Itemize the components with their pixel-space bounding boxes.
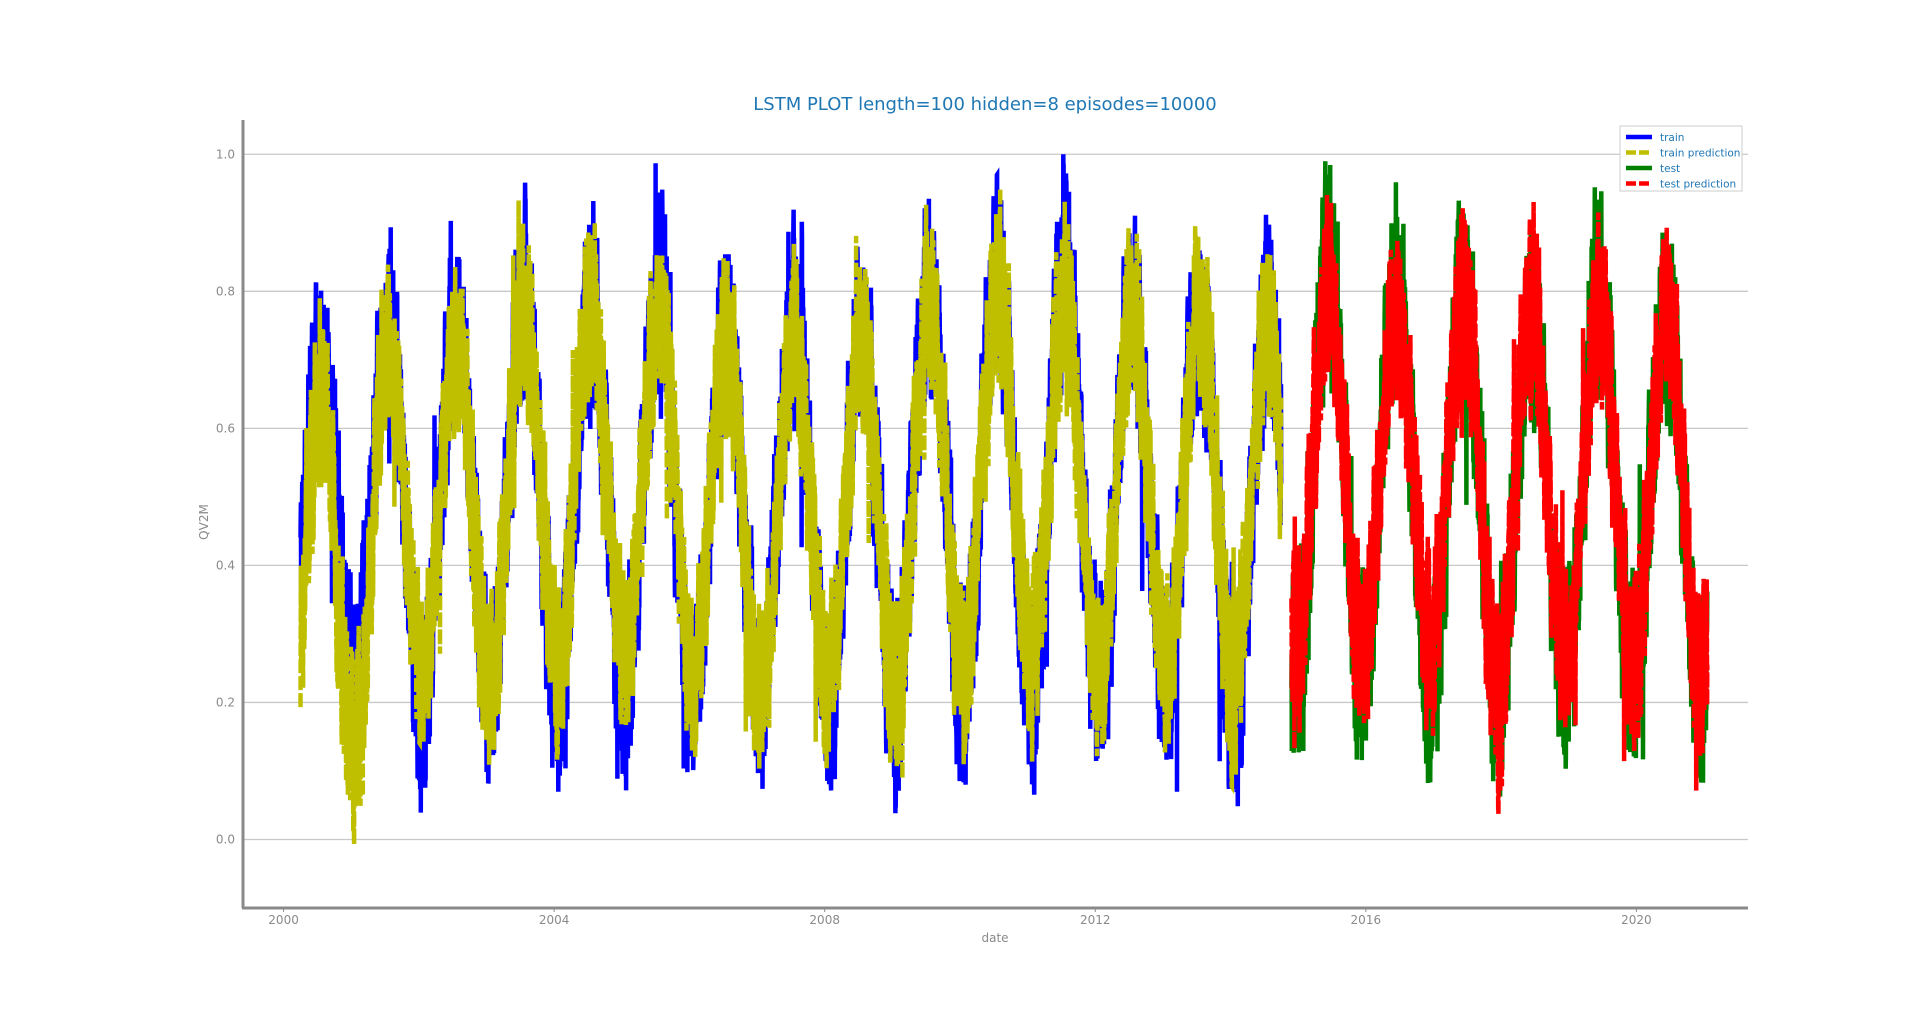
y-tick-label: 0.2 bbox=[216, 695, 235, 709]
x-tick-label: 2020 bbox=[1621, 913, 1652, 927]
x-tick-label: 2012 bbox=[1080, 913, 1111, 927]
x-tick-label: 2004 bbox=[539, 913, 570, 927]
legend: train train prediction test test prediction bbox=[1619, 125, 1743, 192]
x-tick-label: 2000 bbox=[268, 913, 299, 927]
x-tick-label: 2016 bbox=[1351, 913, 1382, 927]
axes bbox=[241, 120, 1748, 910]
y-axis-label: QV2M bbox=[197, 504, 211, 540]
legend-label: test bbox=[1660, 163, 1680, 175]
y-tick-label: 0.4 bbox=[216, 558, 235, 572]
x-axis-label: date bbox=[981, 931, 1008, 945]
y-tick-label: 0.0 bbox=[216, 832, 235, 846]
x-tick-label: 2008 bbox=[809, 913, 840, 927]
series-line-train-prediction bbox=[298, 188, 1284, 845]
series-layer bbox=[298, 154, 1710, 845]
legend-label: test prediction bbox=[1660, 179, 1736, 191]
x-ticks: 2000 2004 2008 2012 2016 2020 bbox=[268, 908, 1652, 927]
y-tick-label: 0.6 bbox=[216, 421, 235, 435]
y-tick-label: 1.0 bbox=[216, 147, 235, 161]
series-line-test-prediction bbox=[1289, 194, 1710, 814]
y-tick-label: 0.8 bbox=[216, 284, 235, 298]
y-ticks: 0.0 0.2 0.4 0.6 0.8 1.0 bbox=[216, 147, 235, 846]
legend-label: train prediction bbox=[1660, 148, 1740, 160]
legend-label: train bbox=[1660, 132, 1684, 144]
chart-title: LSTM PLOT length=100 hidden=8 episodes=1… bbox=[753, 94, 1216, 115]
